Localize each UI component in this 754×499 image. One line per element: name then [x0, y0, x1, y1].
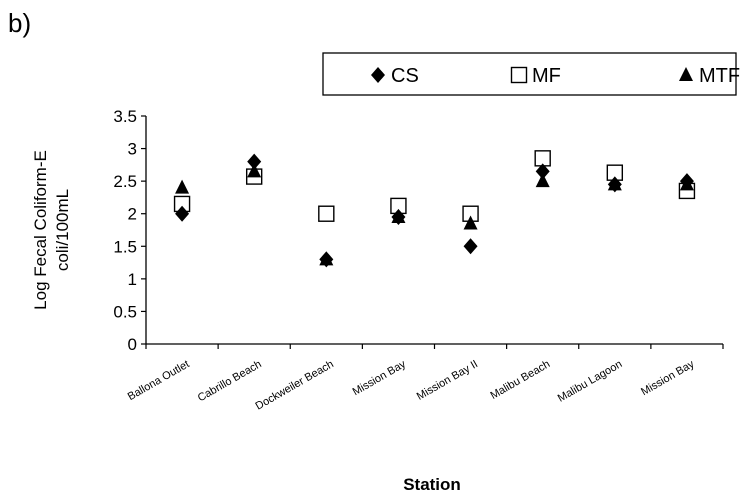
y-tick-label: 0 [128, 335, 137, 354]
point-mtf [319, 251, 334, 266]
y-tick-label: 2 [128, 205, 137, 224]
legend-marker-mtf [679, 67, 693, 81]
y-tick-label: 1 [128, 270, 137, 289]
x-tick-label: Malibu Beach [488, 358, 552, 402]
x-tick-label: Mission Bay II [415, 358, 480, 403]
point-cs [175, 205, 190, 222]
x-axis-label: Station [403, 475, 461, 494]
point-cs [463, 238, 478, 255]
legend-marker-mf [510, 66, 528, 84]
point-mtf [391, 208, 406, 223]
legend-label-mf: MF [532, 65, 561, 87]
y-tick-label: 1.5 [113, 237, 137, 256]
y-axis-label: Log Fecal Coliform-E coli/100mL [31, 150, 72, 310]
y-tick-label: 2.5 [113, 172, 137, 191]
legend-marker-cs [371, 67, 385, 83]
legend-label-mtf: MTF [699, 65, 740, 87]
x-tick-label: Cabrillo Beach [196, 358, 264, 404]
y-tick-label: 3.5 [113, 107, 137, 126]
panel-label: b) [8, 8, 32, 38]
point-mf [318, 205, 335, 222]
point-cs [535, 163, 550, 180]
data-points [173, 150, 696, 268]
point-mtf [175, 179, 190, 194]
x-tick-label: Mission Bay [351, 358, 409, 398]
x-tick-label: Malibu Lagoon [556, 358, 625, 404]
legend-box [322, 52, 737, 96]
x-tick-label: Ballona Outlet [126, 358, 192, 403]
axes: 0 0.5 1 1.5 2 2.5 3 3.5 Ballona Outlet Cabrillo B… [31, 107, 724, 413]
y-tick-label: 3 [128, 140, 137, 159]
point-cs [247, 153, 262, 170]
point-mtf [535, 173, 550, 188]
y-tick-label: 0.5 [113, 302, 137, 321]
legend: CS MF MTF [322, 52, 740, 96]
x-tick-label: Mission Bay [639, 358, 697, 398]
point-mtf [679, 176, 694, 191]
x-tick-label: Dockweiler Beach [254, 358, 336, 412]
legend-label-cs: CS [391, 65, 419, 87]
point-mtf [463, 215, 478, 230]
point-mtf [607, 176, 622, 191]
point-mtf [247, 163, 262, 178]
